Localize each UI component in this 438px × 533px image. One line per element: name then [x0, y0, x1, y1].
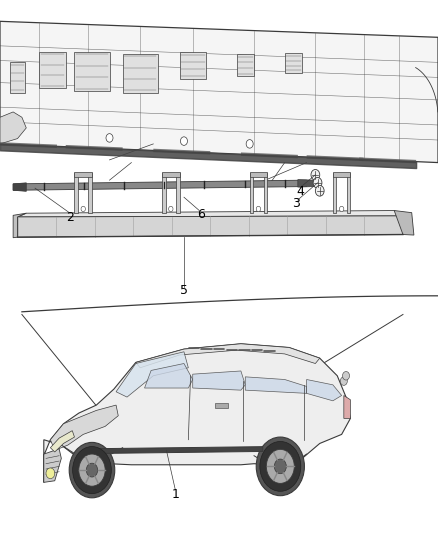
Circle shape: [315, 185, 324, 196]
Circle shape: [86, 463, 98, 477]
Text: 1: 1: [171, 488, 179, 501]
Polygon shape: [347, 173, 350, 213]
Polygon shape: [50, 405, 118, 450]
Polygon shape: [74, 173, 78, 213]
Circle shape: [274, 459, 286, 474]
Circle shape: [266, 449, 294, 483]
Circle shape: [313, 177, 322, 188]
Circle shape: [311, 169, 320, 180]
Text: 4: 4: [296, 185, 304, 198]
Circle shape: [260, 441, 301, 491]
Bar: [180, 52, 206, 79]
Polygon shape: [162, 173, 166, 213]
Text: 6: 6: [197, 208, 205, 221]
Polygon shape: [13, 183, 26, 191]
Polygon shape: [136, 344, 320, 368]
Polygon shape: [44, 449, 61, 482]
Bar: [237, 54, 254, 76]
Polygon shape: [44, 344, 350, 482]
Circle shape: [256, 206, 261, 212]
Polygon shape: [18, 211, 403, 217]
Circle shape: [73, 447, 111, 494]
Polygon shape: [88, 447, 263, 454]
Bar: [285, 53, 302, 73]
Circle shape: [169, 206, 173, 212]
Bar: [333, 172, 350, 177]
Circle shape: [106, 134, 113, 142]
Polygon shape: [264, 173, 267, 213]
Bar: [215, 403, 228, 408]
Circle shape: [246, 140, 253, 148]
Polygon shape: [250, 173, 253, 213]
Bar: [39, 52, 66, 88]
Circle shape: [343, 372, 350, 380]
Bar: [74, 172, 92, 177]
Polygon shape: [333, 173, 336, 213]
Polygon shape: [0, 21, 438, 163]
Bar: [250, 172, 267, 177]
Circle shape: [340, 377, 347, 385]
Polygon shape: [176, 173, 180, 213]
Circle shape: [69, 442, 115, 498]
Bar: [162, 172, 180, 177]
Polygon shape: [13, 213, 26, 238]
Circle shape: [256, 437, 304, 496]
Text: 5: 5: [180, 284, 188, 297]
Bar: [74, 52, 110, 91]
Polygon shape: [298, 180, 315, 187]
Polygon shape: [307, 379, 342, 401]
Circle shape: [339, 206, 344, 212]
Text: 3: 3: [292, 197, 300, 210]
Bar: [123, 54, 158, 93]
Polygon shape: [18, 216, 403, 237]
Circle shape: [180, 137, 187, 146]
Polygon shape: [245, 377, 307, 393]
Bar: [10, 62, 25, 93]
Polygon shape: [13, 180, 307, 190]
Circle shape: [81, 206, 85, 212]
Polygon shape: [50, 431, 74, 452]
Circle shape: [46, 468, 55, 479]
Polygon shape: [116, 352, 188, 397]
Polygon shape: [145, 364, 193, 388]
Polygon shape: [344, 395, 350, 418]
Circle shape: [79, 454, 105, 486]
Polygon shape: [0, 112, 26, 144]
Polygon shape: [88, 173, 92, 213]
Polygon shape: [193, 371, 245, 390]
Polygon shape: [394, 211, 414, 235]
Text: 2: 2: [66, 211, 74, 224]
